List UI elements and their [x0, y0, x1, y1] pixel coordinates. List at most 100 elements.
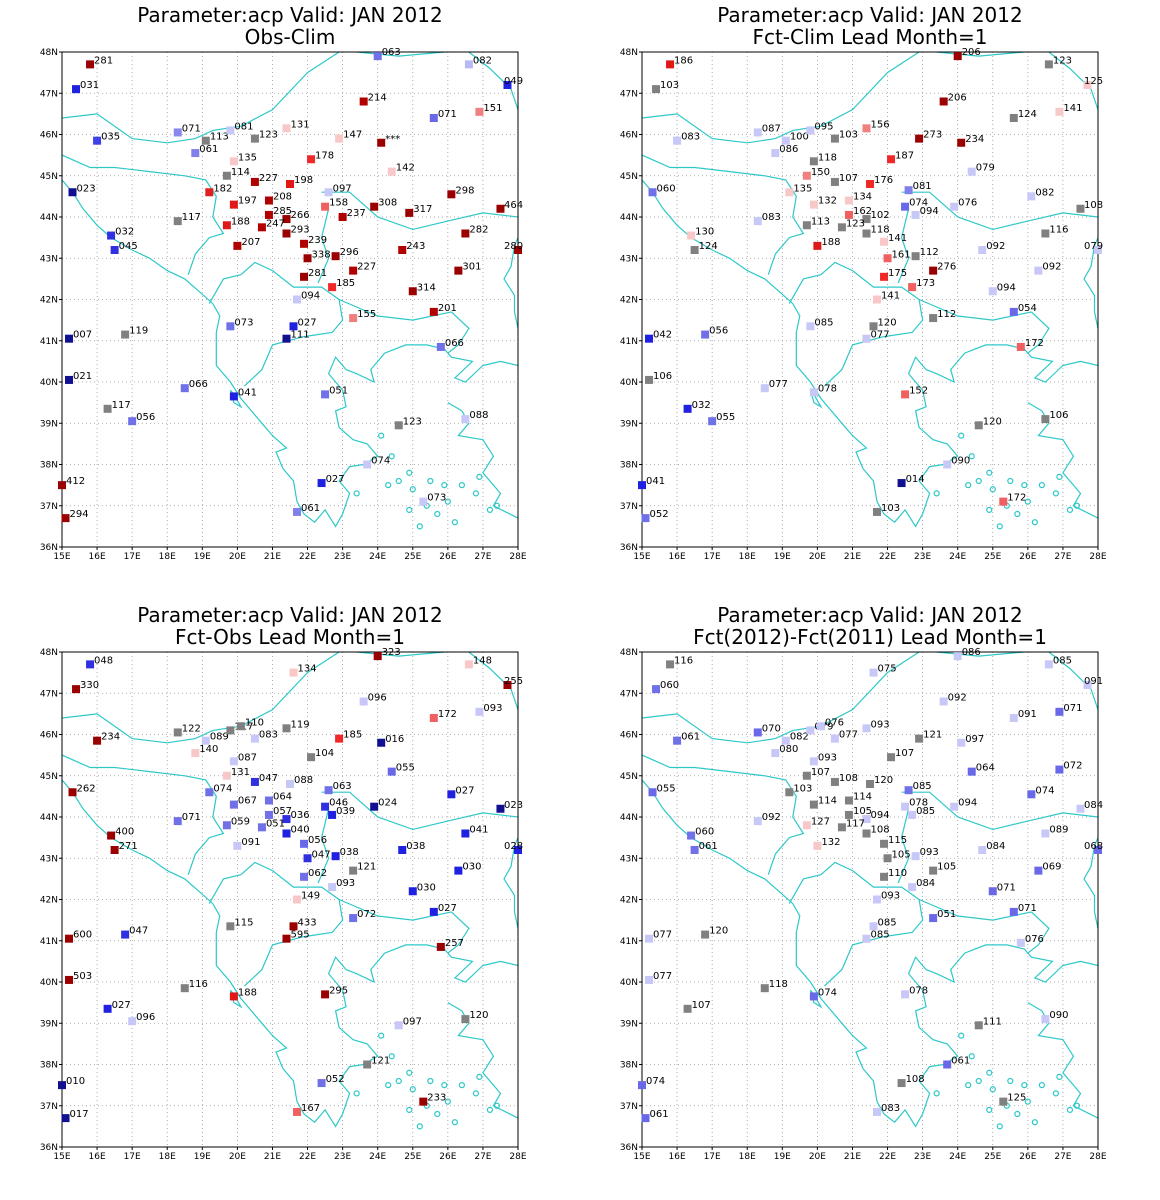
station-marker — [289, 668, 298, 677]
station-value: 433 — [298, 917, 317, 928]
coastline — [317, 208, 330, 284]
station-marker — [282, 124, 291, 133]
station-marker — [862, 815, 871, 824]
station-marker — [461, 229, 470, 238]
station-marker — [911, 852, 920, 861]
station-marker — [809, 800, 818, 809]
station-value: 298 — [455, 185, 474, 196]
station-value: 085 — [1053, 655, 1072, 666]
station-value: 017 — [70, 1109, 89, 1120]
x-tick-label: 18E — [739, 552, 756, 562]
station-marker — [514, 246, 522, 254]
island — [486, 1106, 494, 1113]
station-marker — [363, 1060, 372, 1069]
station-marker — [802, 821, 811, 830]
x-tick-label: 22E — [879, 552, 896, 562]
station-value: 273 — [923, 130, 942, 141]
station-marker — [957, 738, 966, 747]
station-value: 089 — [1049, 825, 1068, 836]
station-value: 237 — [347, 208, 366, 219]
station-marker — [226, 922, 235, 931]
station-value: 266 — [290, 210, 309, 221]
station-marker — [687, 231, 696, 240]
station-value: 027 — [326, 474, 345, 485]
station-value: 047 — [129, 926, 148, 937]
station-marker — [173, 728, 182, 737]
station-marker — [72, 685, 81, 694]
island — [1073, 502, 1081, 509]
station-value: 262 — [77, 783, 96, 794]
coastline — [62, 754, 225, 875]
station-marker — [128, 1017, 137, 1026]
station-marker — [830, 177, 839, 186]
y-tick-label: 40N — [620, 378, 638, 388]
station-marker — [303, 254, 312, 263]
station-value: 091 — [241, 837, 260, 848]
station-marker — [93, 736, 102, 745]
station-marker — [264, 210, 273, 219]
coastline — [901, 791, 1098, 831]
x-tick-label: 24E — [369, 1152, 386, 1162]
island — [353, 490, 360, 497]
station-value: 055 — [396, 763, 415, 774]
coastline — [642, 154, 805, 275]
x-tick-label: 18E — [739, 1152, 756, 1162]
station-value: 049 — [504, 76, 523, 87]
station-value: 041 — [646, 476, 665, 487]
station-marker — [690, 846, 699, 854]
x-tick-label: 25E — [404, 1152, 421, 1162]
station-marker — [436, 942, 445, 951]
station-value: 059 — [231, 816, 250, 827]
station-marker — [93, 136, 102, 145]
station-value: 293 — [290, 225, 309, 236]
island — [385, 482, 392, 489]
coastline — [897, 808, 910, 884]
station-value: 078 — [909, 985, 928, 996]
station-value: 083 — [259, 730, 278, 741]
y-tick-label: 42N — [40, 896, 58, 906]
station-value: 276 — [937, 262, 956, 273]
station-marker — [307, 155, 316, 164]
x-tick-label: 24E — [369, 552, 386, 562]
y-tick-label: 38N — [40, 461, 58, 471]
station-marker — [904, 186, 913, 195]
station-value: 323 — [382, 647, 401, 658]
station-marker — [943, 1060, 952, 1069]
station-value: 027 — [112, 1000, 131, 1011]
station-marker — [128, 417, 137, 426]
station-value: 055 — [716, 412, 735, 423]
station-marker — [901, 202, 910, 211]
x-tick-label: 25E — [404, 552, 421, 562]
station-value: 061 — [650, 1109, 669, 1120]
station-value: 095 — [814, 121, 833, 132]
station-value: 158 — [329, 198, 348, 209]
station-value: 038 — [406, 841, 425, 852]
station-marker — [86, 660, 95, 669]
station-value: 087 — [762, 123, 781, 134]
x-tick-label: 27E — [474, 552, 491, 562]
station-marker — [645, 975, 654, 984]
island — [476, 1073, 483, 1080]
station-value: 023 — [77, 183, 96, 194]
y-tick-label: 41N — [620, 937, 638, 947]
station-value: 167 — [301, 1103, 320, 1114]
station-value: 057 — [273, 806, 292, 817]
station-marker — [802, 171, 811, 180]
island — [395, 1077, 402, 1085]
station-value: 035 — [101, 132, 120, 143]
station-marker — [65, 975, 74, 984]
station-marker — [771, 149, 780, 158]
station-marker — [282, 229, 291, 238]
station-value: 073 — [234, 317, 253, 328]
station-value: 093 — [920, 847, 939, 858]
station-value: 097 — [965, 734, 984, 745]
station-marker — [929, 866, 938, 875]
station-value: 079 — [1084, 241, 1103, 252]
station-marker — [282, 215, 291, 224]
y-tick-label: 43N — [40, 854, 58, 864]
island — [989, 486, 996, 493]
station-value: 102 — [870, 210, 889, 221]
coastlines — [642, 652, 1098, 1130]
station-marker — [1041, 829, 1050, 838]
station-value: 077 — [653, 930, 672, 941]
